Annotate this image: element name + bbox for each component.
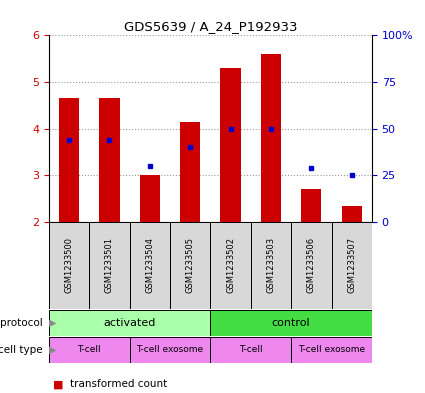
Bar xyxy=(291,222,332,309)
Bar xyxy=(99,98,119,222)
Bar xyxy=(130,222,170,309)
Bar xyxy=(170,222,210,309)
Bar xyxy=(140,175,160,222)
Bar xyxy=(210,337,291,363)
Bar xyxy=(251,222,291,309)
Text: GSM1233505: GSM1233505 xyxy=(186,237,195,293)
Bar xyxy=(49,222,89,309)
Bar xyxy=(332,222,372,309)
Bar xyxy=(49,310,210,336)
Text: T-cell: T-cell xyxy=(77,345,101,354)
Bar xyxy=(261,54,281,222)
Bar xyxy=(301,189,321,222)
Text: GSM1233504: GSM1233504 xyxy=(145,237,154,293)
Text: activated: activated xyxy=(103,318,156,328)
Text: transformed count: transformed count xyxy=(70,379,167,389)
Bar xyxy=(180,122,200,222)
Text: ■: ■ xyxy=(53,379,64,389)
Text: GSM1233502: GSM1233502 xyxy=(226,237,235,293)
Text: GSM1233503: GSM1233503 xyxy=(266,237,275,293)
Text: T-cell exosome: T-cell exosome xyxy=(136,345,204,354)
Text: T-cell exosome: T-cell exosome xyxy=(298,345,365,354)
Text: GSM1233507: GSM1233507 xyxy=(347,237,356,293)
Bar xyxy=(291,337,372,363)
Bar xyxy=(210,310,372,336)
Text: protocol: protocol xyxy=(0,318,42,328)
Bar xyxy=(130,337,210,363)
Title: GDS5639 / A_24_P192933: GDS5639 / A_24_P192933 xyxy=(124,20,297,33)
Text: control: control xyxy=(272,318,310,328)
Text: cell type: cell type xyxy=(0,345,42,355)
Bar xyxy=(59,98,79,222)
Text: ▶: ▶ xyxy=(49,318,57,328)
Text: GSM1233500: GSM1233500 xyxy=(65,237,74,293)
Bar xyxy=(210,222,251,309)
Text: ▶: ▶ xyxy=(49,345,57,355)
Bar xyxy=(89,222,130,309)
Bar xyxy=(221,68,241,222)
Text: T-cell: T-cell xyxy=(239,345,263,354)
Text: GSM1233501: GSM1233501 xyxy=(105,237,114,293)
Bar xyxy=(342,206,362,222)
Bar xyxy=(49,337,130,363)
Text: GSM1233506: GSM1233506 xyxy=(307,237,316,293)
